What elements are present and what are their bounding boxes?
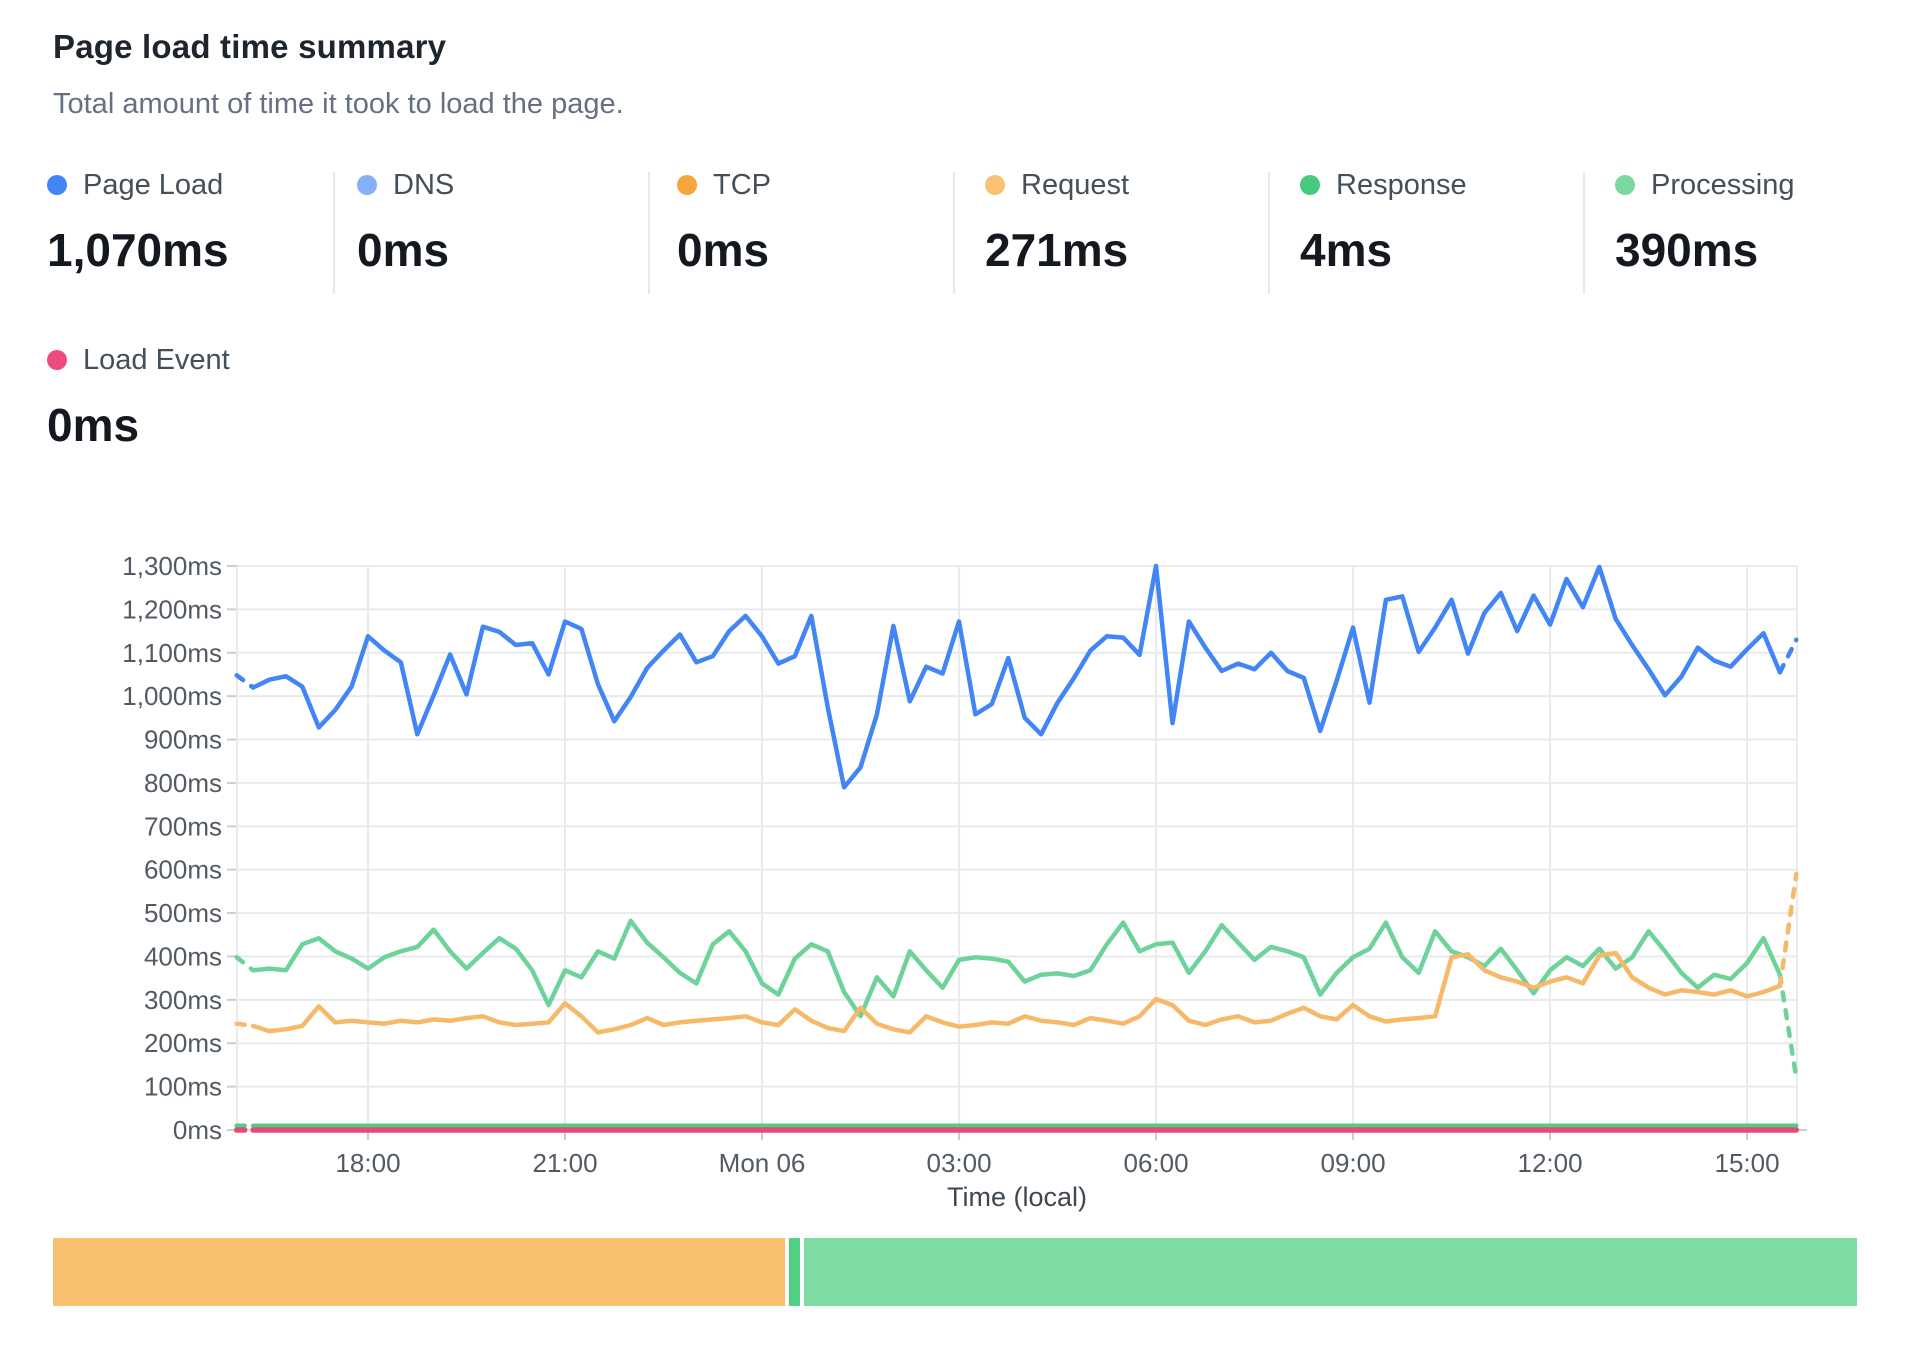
metric-load-event: Load Event 0ms — [47, 340, 230, 452]
axis-label: 200ms — [144, 1028, 222, 1058]
metric-response: Response 4ms — [1300, 165, 1580, 277]
metric-value: 1,070ms — [47, 224, 229, 276]
load-event-dot-icon — [47, 350, 67, 370]
axis-label: 900ms — [144, 725, 222, 755]
series-processing — [250, 918, 1783, 1019]
series-processing — [1777, 972, 1799, 1081]
metric-tcp: TCP 0ms — [677, 165, 957, 277]
page-subtitle: Total amount of time it took to load the… — [53, 88, 624, 120]
axis-label: 12:00 — [1518, 1148, 1583, 1178]
metric-value: 271ms — [985, 224, 1129, 276]
metric-label: Processing — [1651, 168, 1795, 201]
response-bar-segment — [789, 1238, 801, 1306]
metric-label: Request — [1021, 168, 1130, 201]
axis-label: 700ms — [144, 811, 222, 841]
metric-dns: DNS 0ms — [357, 165, 637, 277]
processing-dot-icon — [1615, 175, 1635, 195]
metric-value: 0ms — [47, 399, 140, 451]
divider — [1268, 172, 1270, 294]
axis-label: 21:00 — [532, 1148, 597, 1178]
metric-label: Response — [1336, 168, 1467, 201]
series-request — [1777, 871, 1799, 989]
waterfall-proportion-bar — [53, 1238, 1858, 1306]
page-load-time-chart[interactable]: 0ms 100ms 200ms 300ms 400ms 500ms 600ms 700ms 80… — [0, 430, 1910, 1230]
series-page-load — [250, 563, 1783, 790]
processing-bar-segment — [804, 1238, 1858, 1306]
axis-label: 1,000ms — [122, 681, 222, 711]
series-request — [234, 1021, 256, 1029]
axis-label: Mon 06 — [719, 1148, 806, 1178]
divider — [1583, 172, 1585, 294]
axis-label: 100ms — [144, 1072, 222, 1102]
metric-request: Request 271ms — [985, 165, 1265, 277]
axis-label: 09:00 — [1321, 1148, 1386, 1178]
axis-label: 400ms — [144, 941, 222, 971]
metric-processing: Processing 390ms — [1615, 165, 1895, 277]
metric-label: DNS — [393, 168, 455, 201]
divider — [953, 172, 955, 294]
series-processing — [234, 955, 256, 973]
divider — [333, 172, 335, 294]
metric-value: 390ms — [1615, 224, 1759, 276]
dns-dot-icon — [357, 175, 377, 195]
metric-page-load: Page Load 1,070ms — [47, 165, 327, 277]
metric-label: TCP — [713, 168, 771, 201]
series-request — [250, 950, 1783, 1035]
page-load-dot-icon — [47, 175, 67, 195]
metric-value: 4ms — [1300, 224, 1393, 276]
metric-value: 0ms — [357, 224, 450, 276]
axis-label: 15:00 — [1715, 1148, 1780, 1178]
axis-label: 1,300ms — [122, 551, 222, 581]
axis-label: 800ms — [144, 768, 222, 798]
series-page-load — [1777, 637, 1799, 675]
axis-label: 18:00 — [335, 1148, 400, 1178]
tcp-dot-icon — [677, 175, 697, 195]
divider — [648, 172, 650, 294]
axis-label: 03:00 — [926, 1148, 991, 1178]
axis-label: 06:00 — [1123, 1148, 1188, 1178]
metric-value: 0ms — [677, 224, 770, 276]
series-page-load — [234, 673, 256, 690]
metric-label: Page Load — [83, 168, 224, 201]
request-bar-segment — [53, 1238, 786, 1306]
axis-label: 1,100ms — [122, 638, 222, 668]
axis-label: Time (local) — [947, 1182, 1087, 1212]
axis-label: 600ms — [144, 855, 222, 885]
metric-label: Load Event — [83, 343, 230, 376]
request-dot-icon — [985, 175, 1005, 195]
axis-label: 1,200ms — [122, 594, 222, 624]
axis-label: 300ms — [144, 985, 222, 1015]
page-title: Page load time summary — [53, 28, 447, 65]
axis-label: 500ms — [144, 898, 222, 928]
response-dot-icon — [1300, 175, 1320, 195]
axis-label: 0ms — [173, 1115, 222, 1145]
